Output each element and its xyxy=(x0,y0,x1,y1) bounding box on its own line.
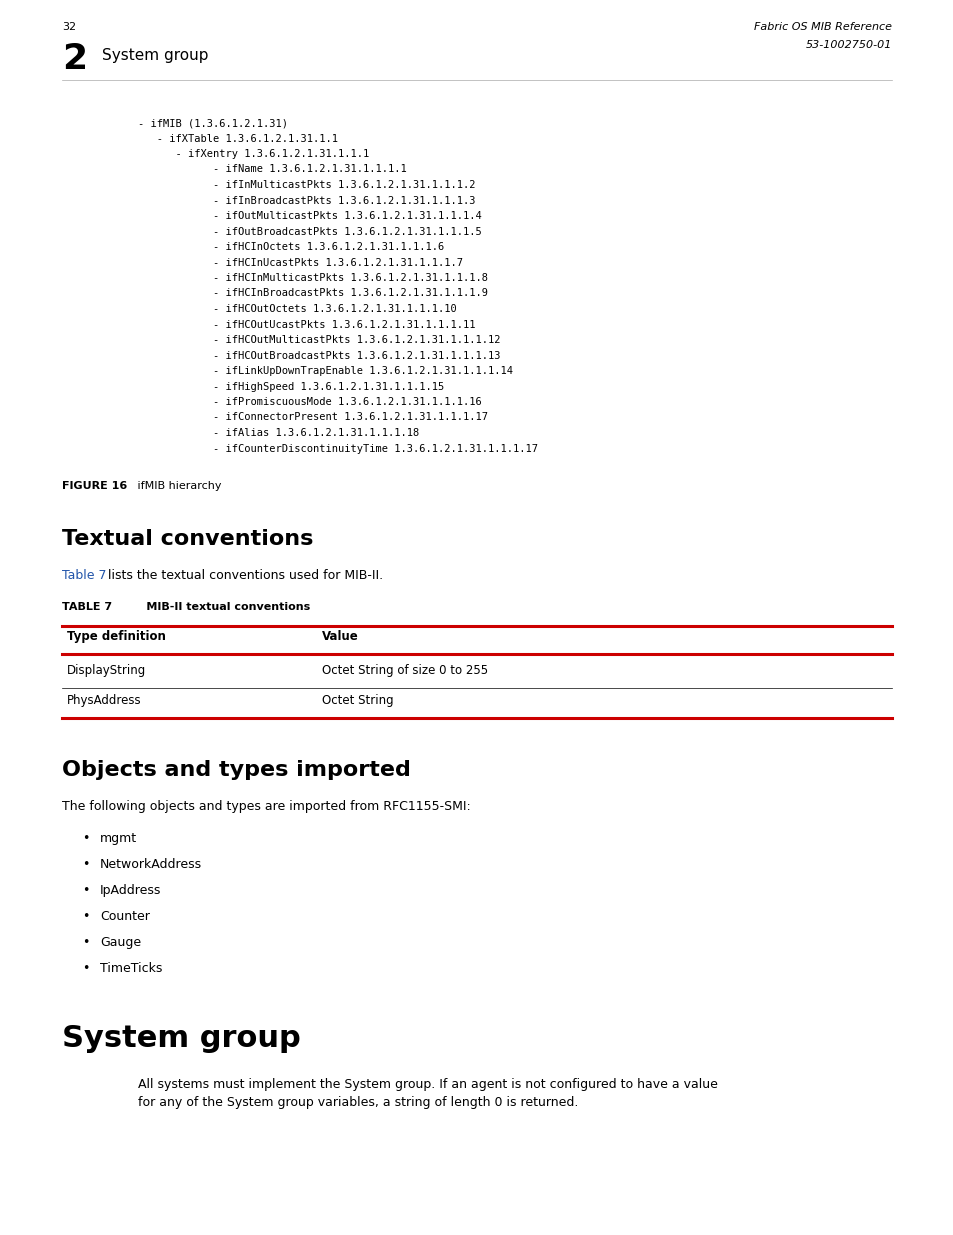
Text: Type definition: Type definition xyxy=(67,630,166,643)
Text: Gauge: Gauge xyxy=(100,936,141,948)
Text: FIGURE 16: FIGURE 16 xyxy=(62,480,127,492)
Text: •: • xyxy=(82,910,90,923)
Text: MIB-II textual conventions: MIB-II textual conventions xyxy=(127,601,310,613)
Text: Counter: Counter xyxy=(100,910,150,923)
Text: •: • xyxy=(82,832,90,845)
Text: System group: System group xyxy=(102,48,209,63)
Text: - ifHCInBroadcastPkts 1.3.6.1.2.1.31.1.1.1.9: - ifHCInBroadcastPkts 1.3.6.1.2.1.31.1.1… xyxy=(138,289,488,299)
Text: - ifMIB (1.3.6.1.2.1.31): - ifMIB (1.3.6.1.2.1.31) xyxy=(138,119,288,128)
Text: - ifPromiscuousMode 1.3.6.1.2.1.31.1.1.1.16: - ifPromiscuousMode 1.3.6.1.2.1.31.1.1.1… xyxy=(138,396,481,408)
Text: Value: Value xyxy=(322,630,358,643)
Text: - ifLinkUpDownTrapEnable 1.3.6.1.2.1.31.1.1.1.14: - ifLinkUpDownTrapEnable 1.3.6.1.2.1.31.… xyxy=(138,366,513,375)
Text: Objects and types imported: Objects and types imported xyxy=(62,760,411,781)
Text: IpAddress: IpAddress xyxy=(100,884,161,897)
Text: 53-1002750-01: 53-1002750-01 xyxy=(804,40,891,49)
Text: - ifOutMulticastPkts 1.3.6.1.2.1.31.1.1.1.4: - ifOutMulticastPkts 1.3.6.1.2.1.31.1.1.… xyxy=(138,211,481,221)
Text: mgmt: mgmt xyxy=(100,832,137,845)
Text: Table 7: Table 7 xyxy=(62,569,107,582)
Text: - ifAlias 1.3.6.1.2.1.31.1.1.1.18: - ifAlias 1.3.6.1.2.1.31.1.1.1.18 xyxy=(138,429,418,438)
Text: •: • xyxy=(82,936,90,948)
Text: - ifOutBroadcastPkts 1.3.6.1.2.1.31.1.1.1.5: - ifOutBroadcastPkts 1.3.6.1.2.1.31.1.1.… xyxy=(138,226,481,236)
Text: TABLE 7: TABLE 7 xyxy=(62,601,112,613)
Text: Fabric OS MIB Reference: Fabric OS MIB Reference xyxy=(753,22,891,32)
Text: - ifHCOutOctets 1.3.6.1.2.1.31.1.1.1.10: - ifHCOutOctets 1.3.6.1.2.1.31.1.1.1.10 xyxy=(138,304,456,314)
Text: - ifName 1.3.6.1.2.1.31.1.1.1.1: - ifName 1.3.6.1.2.1.31.1.1.1.1 xyxy=(138,164,406,174)
Text: •: • xyxy=(82,962,90,974)
Text: - ifConnectorPresent 1.3.6.1.2.1.31.1.1.1.17: - ifConnectorPresent 1.3.6.1.2.1.31.1.1.… xyxy=(138,412,488,422)
Text: All systems must implement the System group. If an agent is not configured to ha: All systems must implement the System gr… xyxy=(138,1078,717,1109)
Text: - ifInMulticastPkts 1.3.6.1.2.1.31.1.1.1.2: - ifInMulticastPkts 1.3.6.1.2.1.31.1.1.1… xyxy=(138,180,475,190)
Text: - ifHCOutMulticastPkts 1.3.6.1.2.1.31.1.1.1.12: - ifHCOutMulticastPkts 1.3.6.1.2.1.31.1.… xyxy=(138,335,500,345)
Text: TimeTicks: TimeTicks xyxy=(100,962,162,974)
Text: lists the textual conventions used for MIB-II.: lists the textual conventions used for M… xyxy=(104,569,383,582)
Text: PhysAddress: PhysAddress xyxy=(67,694,141,706)
Text: - ifXentry 1.3.6.1.2.1.31.1.1.1: - ifXentry 1.3.6.1.2.1.31.1.1.1 xyxy=(138,149,369,159)
Text: - ifHCInMulticastPkts 1.3.6.1.2.1.31.1.1.1.8: - ifHCInMulticastPkts 1.3.6.1.2.1.31.1.1… xyxy=(138,273,488,283)
Text: 2: 2 xyxy=(62,42,87,77)
Text: NetworkAddress: NetworkAddress xyxy=(100,858,202,871)
Text: •: • xyxy=(82,858,90,871)
Text: Octet String: Octet String xyxy=(322,694,394,706)
Text: - ifHCOutBroadcastPkts 1.3.6.1.2.1.31.1.1.1.13: - ifHCOutBroadcastPkts 1.3.6.1.2.1.31.1.… xyxy=(138,351,500,361)
Text: The following objects and types are imported from RFC1155-SMI:: The following objects and types are impo… xyxy=(62,800,470,813)
Text: Octet String of size 0 to 255: Octet String of size 0 to 255 xyxy=(322,664,488,677)
Text: - ifInBroadcastPkts 1.3.6.1.2.1.31.1.1.1.3: - ifInBroadcastPkts 1.3.6.1.2.1.31.1.1.1… xyxy=(138,195,475,205)
Text: - ifHCOutUcastPkts 1.3.6.1.2.1.31.1.1.1.11: - ifHCOutUcastPkts 1.3.6.1.2.1.31.1.1.1.… xyxy=(138,320,475,330)
Text: •: • xyxy=(82,884,90,897)
Text: - ifHighSpeed 1.3.6.1.2.1.31.1.1.1.15: - ifHighSpeed 1.3.6.1.2.1.31.1.1.1.15 xyxy=(138,382,444,391)
Text: - ifCounterDiscontinuityTime 1.3.6.1.2.1.31.1.1.1.17: - ifCounterDiscontinuityTime 1.3.6.1.2.1… xyxy=(138,443,537,453)
Text: DisplayString: DisplayString xyxy=(67,664,146,677)
Text: 32: 32 xyxy=(62,22,76,32)
Text: ifMIB hierarchy: ifMIB hierarchy xyxy=(127,480,221,492)
Text: Textual conventions: Textual conventions xyxy=(62,529,313,550)
Text: - ifXTable 1.3.6.1.2.1.31.1.1: - ifXTable 1.3.6.1.2.1.31.1.1 xyxy=(138,133,337,143)
Text: - ifHCInUcastPkts 1.3.6.1.2.1.31.1.1.1.7: - ifHCInUcastPkts 1.3.6.1.2.1.31.1.1.1.7 xyxy=(138,258,462,268)
Text: System group: System group xyxy=(62,1024,300,1053)
Text: - ifHCInOctets 1.3.6.1.2.1.31.1.1.1.6: - ifHCInOctets 1.3.6.1.2.1.31.1.1.1.6 xyxy=(138,242,444,252)
